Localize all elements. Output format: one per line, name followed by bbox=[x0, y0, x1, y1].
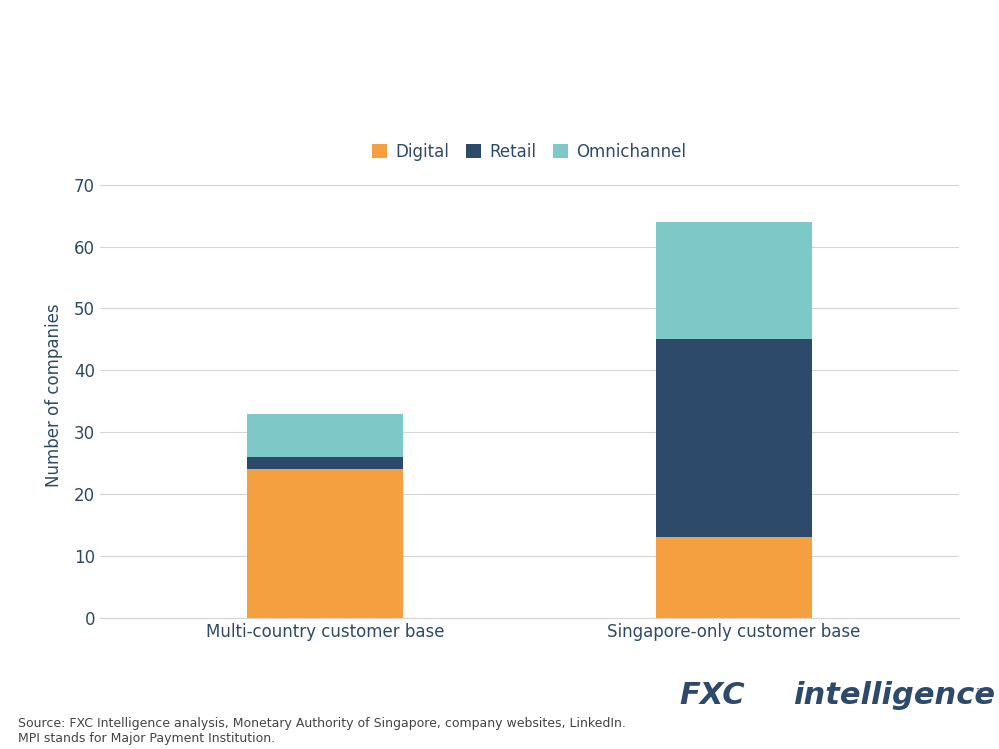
Bar bbox=[656, 538, 812, 618]
Text: MPI licence holders providing consumer remittance/FX by customer focus: MPI licence holders providing consumer r… bbox=[18, 110, 736, 130]
Text: FXC: FXC bbox=[679, 681, 745, 710]
Bar bbox=[247, 457, 403, 470]
Bar bbox=[247, 413, 403, 457]
Text: Digital-retail split of Singapore’s MPI remittance players: Digital-retail split of Singapore’s MPI … bbox=[18, 34, 999, 64]
Text: intelligence: intelligence bbox=[793, 681, 995, 710]
Text: ™: ™ bbox=[975, 688, 986, 698]
Bar bbox=[247, 470, 403, 618]
Text: Source: FXC Intelligence analysis, Monetary Authority of Singapore, company webs: Source: FXC Intelligence analysis, Monet… bbox=[18, 718, 625, 745]
Bar bbox=[656, 339, 812, 538]
Legend: Digital, Retail, Omnichannel: Digital, Retail, Omnichannel bbox=[366, 136, 693, 167]
Y-axis label: Number of companies: Number of companies bbox=[45, 303, 63, 487]
Bar bbox=[656, 222, 812, 339]
